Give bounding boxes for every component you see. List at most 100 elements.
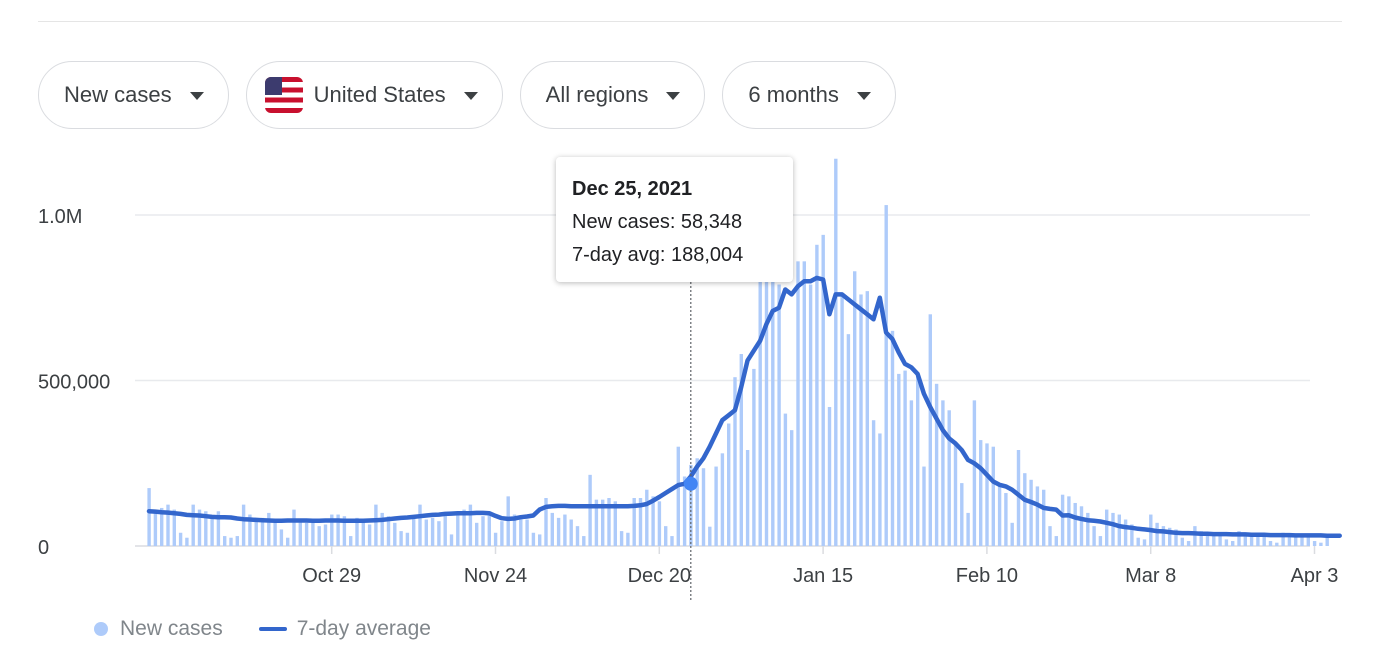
new-cases-bar: [166, 504, 170, 546]
new-cases-bar: [1237, 531, 1241, 546]
y-tick-label: 1.0M: [38, 206, 82, 228]
new-cases-bar: [367, 524, 372, 546]
new-cases-bar: [632, 498, 636, 546]
y-tick-label: 0: [38, 537, 49, 559]
new-cases-bar: [846, 334, 851, 546]
tooltip-new-cases: New cases: 58,348: [572, 211, 743, 233]
chevron-down-icon: [666, 92, 681, 100]
new-cases-bar: [607, 498, 611, 546]
new-cases-bar: [336, 514, 340, 546]
tooltip-avg: 7-day avg: 188,004: [572, 244, 744, 266]
new-cases-bar: [1256, 534, 1260, 546]
new-cases-bar: [1048, 526, 1052, 546]
new-cases-bar: [985, 443, 989, 546]
new-cases-bar: [708, 526, 712, 546]
new-cases-bar: [827, 406, 832, 546]
new-cases-bar: [254, 521, 258, 546]
new-cases-bar: [1325, 534, 1329, 546]
new-cases-bar: [298, 519, 302, 546]
metric-dropdown[interactable]: New cases: [38, 61, 229, 129]
new-cases-bar: [1042, 489, 1046, 546]
new-cases-bar: [361, 521, 365, 546]
new-cases-bar: [1155, 522, 1159, 546]
period-dropdown[interactable]: 6 months: [722, 61, 896, 129]
new-cases-bar: [531, 532, 536, 546]
new-cases-bar: [676, 446, 680, 546]
legend-new-cases: New cases: [120, 617, 223, 640]
new-cases-bar: [1287, 534, 1292, 546]
new-cases-bar: [437, 521, 441, 546]
x-tick-label: Jan 15: [793, 565, 853, 587]
new-cases-bar: [953, 443, 958, 546]
new-cases-bar: [424, 519, 428, 546]
new-cases-bar: [569, 519, 573, 546]
new-cases-bar: [1023, 473, 1027, 546]
new-cases-bar: [1010, 522, 1014, 546]
new-cases-bar: [481, 516, 485, 546]
new-cases-bar: [928, 314, 932, 546]
new-cases-bar: [1054, 536, 1058, 546]
axis-labels: 0 500,000 1.0M Oct 29 Nov 24 Dec 20 Jan 15 Feb …: [38, 206, 1338, 587]
new-cases-bar: [1224, 539, 1229, 546]
new-cases-bar: [1123, 519, 1128, 546]
new-cases-bar: [651, 496, 655, 546]
new-cases-bar: [538, 534, 542, 546]
new-cases-bar: [657, 501, 662, 546]
new-cases-bar: [487, 512, 491, 546]
new-cases-bar: [1180, 537, 1184, 546]
x-tick-label: Dec 20: [628, 565, 691, 587]
cases-chart[interactable]: 0 500,000 1.0M Oct 29 Nov 24 Dec 20 Jan 15 Feb …: [0, 140, 1386, 610]
new-cases-bar: [380, 512, 384, 546]
new-cases-bar: [1306, 536, 1310, 546]
us-flag-icon: [264, 77, 303, 113]
new-cases-bar: [1268, 541, 1273, 546]
new-cases-bar: [1212, 532, 1216, 546]
new-cases-bar: [556, 517, 561, 546]
new-cases-bar: [752, 368, 756, 546]
new-cases-bar: [1249, 534, 1254, 546]
new-cases-bar: [834, 158, 838, 547]
hover-point: [683, 476, 698, 491]
new-cases-bar: [160, 507, 164, 546]
new-cases-bar: [966, 512, 970, 546]
new-cases-bar: [1193, 526, 1197, 546]
legend-average: 7-day average: [296, 617, 431, 640]
new-cases-bar: [941, 400, 945, 546]
new-cases-bar: [613, 501, 617, 546]
new-cases-bar: [216, 511, 221, 546]
new-cases-bar: [1117, 514, 1121, 546]
new-cases-bar: [1035, 486, 1040, 546]
new-cases-bar: [947, 410, 951, 546]
x-tick-label: Feb 10: [956, 565, 1018, 587]
region-dropdown[interactable]: All regions: [519, 61, 706, 129]
new-cases-bar: [808, 284, 813, 546]
new-cases-bar: [897, 373, 901, 546]
new-cases-bar: [468, 504, 473, 546]
new-cases-bar: [147, 488, 151, 546]
new-cases-bar: [878, 433, 882, 546]
new-cases-bar: [500, 521, 504, 546]
chevron-down-icon: [463, 92, 478, 100]
new-cases-bar: [412, 517, 416, 546]
new-cases-bar: [1029, 479, 1033, 546]
filter-bar: New cases United States All regions 6 mo…: [38, 61, 896, 129]
new-cases-bar: [153, 511, 158, 546]
new-cases-bar: [670, 536, 674, 546]
new-cases-bar: [777, 284, 781, 546]
new-cases-bar: [638, 498, 643, 546]
new-cases-bar: [745, 450, 750, 546]
new-cases-bar: [575, 526, 580, 546]
new-cases-bar: [286, 537, 290, 546]
new-cases-bar: [1186, 541, 1191, 546]
new-cases-bar: [916, 373, 920, 546]
new-cases-bar: [626, 532, 630, 546]
new-cases-bar: [443, 514, 447, 546]
new-cases-bar: [342, 516, 347, 546]
country-dropdown[interactable]: United States: [245, 61, 503, 129]
new-cases-bar: [1136, 537, 1140, 546]
new-cases-bar: [884, 205, 888, 546]
new-cases-bar: [248, 514, 252, 546]
new-cases-bar: [475, 522, 479, 546]
x-tick-label: Nov 24: [464, 565, 527, 587]
x-tick-label: Oct 29: [302, 565, 361, 587]
